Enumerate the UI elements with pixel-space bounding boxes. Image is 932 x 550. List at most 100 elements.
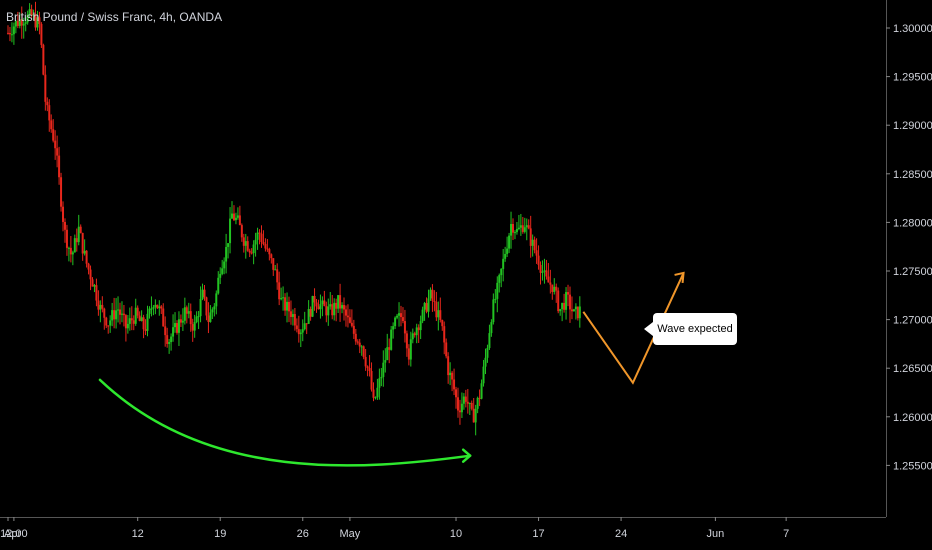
candle [331, 295, 334, 320]
candle [513, 230, 516, 240]
candle [508, 232, 511, 254]
candle [58, 146, 61, 185]
candle [44, 65, 47, 111]
candle [223, 257, 226, 275]
candle [309, 306, 312, 321]
candle [374, 396, 377, 400]
candle [132, 315, 135, 331]
candle [260, 225, 263, 248]
candle [346, 304, 349, 328]
candle [354, 328, 357, 345]
candle [24, 16, 27, 32]
candle [258, 229, 261, 245]
candle [162, 303, 165, 327]
candle [160, 304, 163, 315]
candle [439, 297, 442, 323]
candle [297, 315, 300, 343]
candle [248, 248, 251, 258]
candle [510, 211, 513, 249]
candle [295, 318, 298, 333]
time-tick-label: 7 [783, 528, 789, 540]
candle [234, 212, 237, 225]
candle [144, 319, 147, 336]
candle [464, 389, 467, 408]
candle [366, 365, 369, 377]
candle [262, 230, 265, 246]
candle [101, 296, 104, 313]
candle [557, 287, 560, 314]
wave-expected-callout[interactable]: Wave expected [644, 313, 737, 345]
candle [289, 300, 292, 325]
candle [344, 305, 347, 327]
candle [177, 311, 180, 346]
price-tick-label: 1.29500 [893, 72, 932, 84]
candle [174, 312, 177, 333]
candle [124, 314, 127, 342]
candle [407, 344, 410, 366]
candle [400, 305, 402, 327]
candle [227, 243, 230, 259]
time-tick-label: 10 [450, 528, 462, 540]
candle [476, 396, 479, 414]
candle [142, 314, 145, 339]
candle [83, 239, 86, 256]
candle [164, 316, 167, 347]
candle [470, 400, 473, 411]
candle [398, 302, 401, 327]
candle [172, 314, 175, 342]
candle [506, 236, 509, 257]
candle [286, 292, 289, 323]
candle [103, 307, 106, 330]
candle [484, 348, 487, 375]
candle [120, 301, 123, 323]
candle [252, 240, 255, 265]
candle [46, 97, 49, 112]
candle [449, 362, 452, 386]
candle [515, 222, 518, 235]
candle [547, 263, 550, 283]
candle [291, 309, 294, 326]
candle [537, 245, 540, 270]
candle [232, 205, 235, 222]
curved-arrow[interactable] [98, 378, 472, 467]
time-tick-label: 12 [132, 528, 144, 540]
candle [60, 172, 63, 212]
candle [12, 22, 15, 45]
candle [401, 307, 404, 324]
time-tick-label: 12:00 [0, 528, 28, 540]
price-tick-label: 1.26000 [893, 412, 932, 424]
projection-path[interactable] [582, 272, 685, 385]
price-axis[interactable]: 1.30000 1.29500 1.29000 1.28500 1.28000 1.275… [886, 0, 932, 550]
time-tick-label: 19 [214, 528, 226, 540]
candle [327, 298, 330, 326]
candle [541, 260, 544, 281]
candle [482, 359, 485, 387]
candle [268, 247, 271, 261]
candle [299, 329, 302, 348]
candle [437, 301, 440, 331]
candle [419, 315, 422, 340]
candle [199, 286, 202, 323]
candle [352, 319, 355, 339]
candle [364, 349, 367, 371]
candle [30, 4, 33, 18]
candle [563, 293, 566, 313]
candle [343, 297, 346, 321]
candle [274, 264, 277, 271]
price-tick-label: 1.29000 [893, 120, 932, 132]
candle [474, 404, 477, 436]
candle [358, 338, 361, 354]
candle [339, 283, 342, 322]
candle [325, 301, 328, 323]
candle [348, 309, 351, 324]
candle [73, 234, 76, 253]
candle [460, 392, 463, 418]
candle [445, 338, 448, 359]
candle [458, 399, 461, 425]
candle [87, 262, 90, 275]
candle [18, 12, 21, 29]
candle [305, 323, 308, 335]
candle [28, 3, 31, 18]
